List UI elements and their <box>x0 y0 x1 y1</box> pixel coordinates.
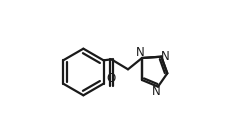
Text: N: N <box>161 50 169 63</box>
Text: O: O <box>107 72 116 85</box>
Text: N: N <box>136 46 144 58</box>
Text: N: N <box>152 86 161 98</box>
